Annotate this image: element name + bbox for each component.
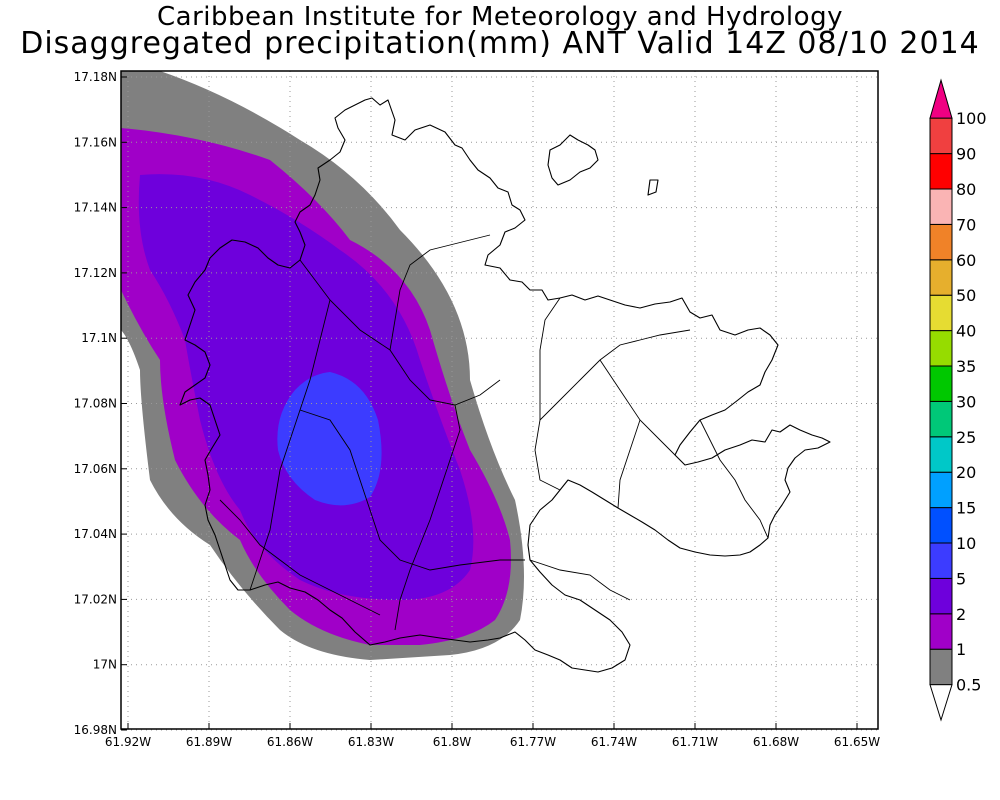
chart-title-institute: Caribbean Institute for Meteorology and … — [157, 2, 843, 32]
colorbar-label: 10 — [956, 534, 976, 553]
lat-tick-label: 17.02N — [74, 592, 117, 606]
colorbar-swatch — [929, 259, 953, 296]
map-frame — [120, 70, 879, 730]
colorbar-swatch — [929, 400, 953, 438]
lat-tick-label: 17N — [93, 658, 117, 672]
colorbar-label: 0.5 — [956, 676, 981, 695]
colorbar-label: 20 — [956, 463, 976, 482]
chart-title-product: Disaggregated precipitation(mm) ANT Vali… — [20, 26, 980, 61]
colorbar-swatch — [929, 684, 953, 722]
lat-tick-label: 17.04N — [74, 527, 117, 541]
colorbar-label: 50 — [956, 286, 976, 305]
precipitation-field — [121, 71, 524, 660]
colorbar-label: 1 — [956, 640, 966, 659]
lon-tick-label: 61.86W — [267, 735, 313, 749]
colorbar-swatch — [929, 294, 953, 332]
colorbar-label: 2 — [956, 605, 966, 624]
colorbar-swatch — [929, 223, 953, 261]
lon-tick-label: 61.89W — [186, 735, 232, 749]
colorbar-swatch — [929, 577, 953, 615]
lon-tick-label: 61.71W — [672, 735, 718, 749]
colorbar-label: 60 — [956, 251, 976, 270]
precip-contour-5mm — [277, 372, 382, 506]
lon-tick-label: 61.83W — [348, 735, 394, 749]
colorbar-swatch — [929, 330, 953, 367]
lat-tick-label: 17.1N — [81, 331, 117, 345]
lat-tick-label: 17.12N — [74, 266, 117, 280]
colorbar-swatch — [929, 153, 953, 190]
longitude-tick-labels: 61.92W 61.89W 61.86W 61.83W 61.8W 61.77W 61.74… — [105, 723, 880, 749]
colorbar-label: 80 — [956, 180, 976, 199]
colorbar-swatch — [929, 188, 953, 225]
lon-tick-label: 61.74W — [591, 735, 637, 749]
lon-tick-label: 61.65W — [834, 735, 880, 749]
colorbar-swatch — [929, 648, 953, 686]
colorbar-label: 100 — [956, 109, 987, 128]
colorbar-swatch — [929, 117, 953, 155]
antigua-coastline — [179, 97, 831, 673]
colorbar-swatch — [929, 613, 953, 650]
colorbar-label: 35 — [956, 357, 976, 376]
colorbar-label: 30 — [956, 392, 976, 411]
lon-tick-label: 61.68W — [753, 735, 799, 749]
colorbar-label: 40 — [956, 322, 976, 341]
colorbar-swatch — [929, 542, 953, 579]
colorbar-swatch — [929, 471, 953, 509]
latitude-tick-labels: 17.18N 17.16N 17.14N 17.12N 17.1N 17.08N 17.06… — [74, 70, 127, 737]
lat-tick-label: 17.06N — [74, 462, 117, 476]
parish-boundaries — [219, 234, 769, 631]
colorbar-label: 25 — [956, 428, 976, 447]
colorbar-label: 15 — [956, 499, 976, 518]
lat-tick-label: 17.08N — [74, 397, 117, 411]
colorbar-overflow-triangle — [929, 78, 953, 119]
colorbar-swatch — [929, 507, 953, 544]
colorbar-label: 5 — [956, 569, 966, 588]
colorbar-swatch — [929, 436, 953, 473]
lat-tick-label: 16.98N — [74, 723, 117, 737]
lat-tick-label: 17.14N — [74, 201, 117, 215]
colorbar-label: 90 — [956, 145, 976, 164]
lat-lon-grid — [121, 71, 878, 731]
lat-tick-label: 17.18N — [74, 70, 117, 84]
lon-tick-label: 61.8W — [433, 735, 472, 749]
lon-tick-label: 61.92W — [105, 735, 151, 749]
colorbar-swatch — [929, 365, 953, 402]
lon-tick-label: 61.77W — [510, 735, 556, 749]
lat-tick-label: 17.16N — [74, 135, 117, 149]
colorbar-label: 70 — [956, 215, 976, 234]
